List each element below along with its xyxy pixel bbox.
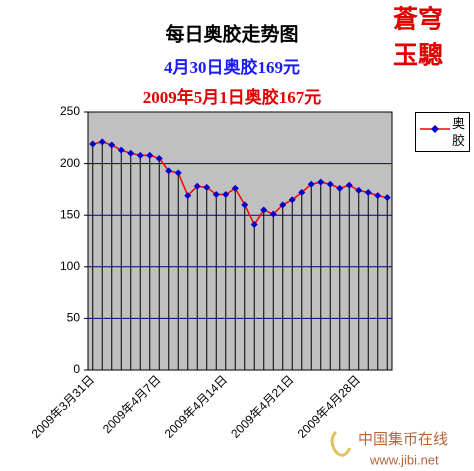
plot-area bbox=[87, 111, 393, 371]
legend-swatch bbox=[420, 125, 450, 133]
point-marker bbox=[260, 206, 268, 214]
y-tick-label: 0 bbox=[73, 362, 80, 376]
y-tick-label: 200 bbox=[60, 156, 80, 170]
point-marker bbox=[184, 192, 192, 200]
point-marker bbox=[279, 201, 287, 209]
point-marker bbox=[269, 210, 277, 218]
point-marker bbox=[155, 154, 163, 162]
point-marker bbox=[203, 183, 211, 191]
point-marker bbox=[336, 184, 344, 192]
chart-title: 每日奥胶走势图 bbox=[165, 22, 298, 45]
watermark-url: www.jibi.net bbox=[369, 452, 439, 467]
x-tick-label: 2009年4月28日 bbox=[295, 372, 363, 440]
x-tick-label: 2009年4月7日 bbox=[100, 372, 164, 436]
point-marker bbox=[288, 196, 296, 204]
x-tick-label: 2009年4月21日 bbox=[228, 372, 296, 440]
point-marker bbox=[146, 151, 154, 159]
stamp-text: 玉驄 bbox=[393, 41, 443, 70]
logo bbox=[330, 430, 352, 457]
subtitle: 4月30日奥胶169元 bbox=[164, 57, 300, 77]
point-marker bbox=[222, 191, 230, 199]
point-marker bbox=[364, 188, 372, 196]
point-marker bbox=[108, 141, 116, 149]
point-marker bbox=[98, 138, 106, 146]
point-marker bbox=[250, 220, 258, 228]
point-marker bbox=[212, 191, 220, 199]
point-marker bbox=[307, 180, 315, 188]
point-marker bbox=[317, 178, 325, 186]
watermark-name: 中国集币在线 bbox=[358, 431, 448, 448]
point-marker bbox=[117, 146, 125, 154]
legend-marker bbox=[431, 125, 439, 133]
x-tick-label: 2009年4月14日 bbox=[162, 372, 230, 440]
point-marker bbox=[89, 140, 97, 148]
point-marker bbox=[136, 151, 144, 159]
point-marker bbox=[127, 149, 135, 157]
subtitle: 2009年5月1日奥胶167元 bbox=[143, 87, 322, 107]
legend: 奥胶 bbox=[415, 112, 470, 152]
point-marker bbox=[355, 186, 363, 194]
point-marker bbox=[326, 180, 334, 188]
y-tick-label: 50 bbox=[67, 311, 81, 325]
point-marker bbox=[241, 201, 249, 209]
legend-label: 奥胶 bbox=[452, 116, 466, 148]
point-marker bbox=[193, 182, 201, 190]
point-marker bbox=[298, 188, 306, 196]
point-marker bbox=[174, 169, 182, 177]
point-marker bbox=[345, 181, 353, 189]
point-marker bbox=[165, 167, 173, 175]
x-tick-label: 2009年3月31日 bbox=[29, 372, 97, 440]
stamp-text: 蒼穹 bbox=[393, 5, 443, 34]
y-tick-label: 100 bbox=[60, 259, 80, 273]
point-marker bbox=[383, 194, 391, 202]
y-tick-label: 150 bbox=[60, 207, 80, 221]
point-marker bbox=[374, 192, 382, 200]
point-marker bbox=[231, 184, 239, 192]
y-tick-label: 250 bbox=[60, 104, 80, 118]
